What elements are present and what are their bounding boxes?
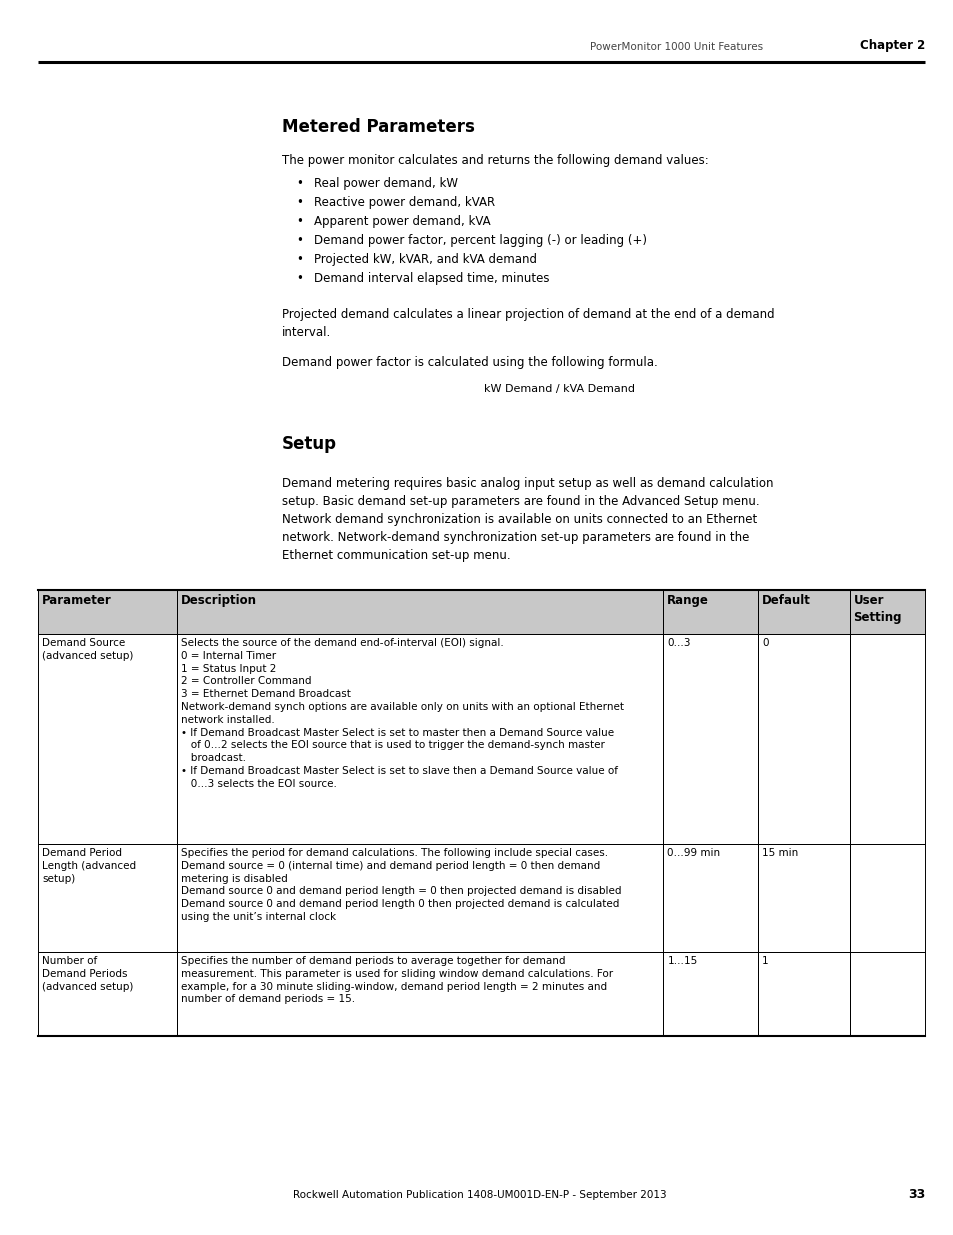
Text: •: • <box>296 253 303 266</box>
Text: •: • <box>296 233 303 247</box>
Bar <box>758 634 849 844</box>
Bar <box>38 952 177 1036</box>
Bar <box>758 844 849 952</box>
Text: 0…3: 0…3 <box>667 638 690 648</box>
Bar <box>38 634 177 844</box>
Bar <box>849 844 924 952</box>
Text: Setup: Setup <box>282 435 336 453</box>
Bar <box>849 952 924 1036</box>
Bar <box>849 634 924 844</box>
Text: Default: Default <box>761 594 810 606</box>
Bar <box>177 634 662 844</box>
Text: Parameter: Parameter <box>42 594 112 606</box>
Text: Demand Period
Length (advanced
setup): Demand Period Length (advanced setup) <box>42 848 136 883</box>
Bar <box>662 590 758 634</box>
Text: •: • <box>296 272 303 285</box>
Bar <box>849 590 924 634</box>
Bar <box>662 634 758 844</box>
Bar <box>177 634 662 844</box>
Text: User
Setting: User Setting <box>853 594 902 624</box>
Text: Projected demand calculates a linear projection of demand at the end of a demand: Projected demand calculates a linear pro… <box>282 308 774 338</box>
Text: kW Demand / kVA Demand: kW Demand / kVA Demand <box>484 384 635 394</box>
Text: Projected kW, kVAR, and kVA demand: Projected kW, kVAR, and kVA demand <box>314 253 537 266</box>
Bar <box>849 952 924 1036</box>
Text: Reactive power demand, kVAR: Reactive power demand, kVAR <box>314 196 495 209</box>
Text: 0: 0 <box>761 638 768 648</box>
Bar <box>38 952 177 1036</box>
Text: Demand metering requires basic analog input setup as well as demand calculation
: Demand metering requires basic analog in… <box>282 477 773 562</box>
Bar <box>38 590 177 634</box>
Text: Demand power factor is calculated using the following formula.: Demand power factor is calculated using … <box>282 356 657 369</box>
Bar <box>177 844 662 952</box>
Bar <box>849 590 924 634</box>
Text: Rockwell Automation Publication 1408-UM001D-EN-P - September 2013: Rockwell Automation Publication 1408-UM0… <box>293 1191 666 1200</box>
Bar <box>177 844 662 952</box>
Bar <box>662 634 758 844</box>
Text: PowerMonitor 1000 Unit Features: PowerMonitor 1000 Unit Features <box>589 42 762 52</box>
Text: 33: 33 <box>907 1188 924 1202</box>
Bar <box>849 844 924 952</box>
Text: Demand power factor, percent lagging (-) or leading (+): Demand power factor, percent lagging (-)… <box>314 233 646 247</box>
Text: 0…99 min: 0…99 min <box>667 848 720 858</box>
Bar <box>758 590 849 634</box>
Text: Chapter 2: Chapter 2 <box>859 40 924 52</box>
Bar <box>662 844 758 952</box>
Bar <box>662 952 758 1036</box>
Text: •: • <box>296 177 303 190</box>
Bar <box>177 590 662 634</box>
Text: •: • <box>296 196 303 209</box>
Text: The power monitor calculates and returns the following demand values:: The power monitor calculates and returns… <box>282 154 708 167</box>
Bar <box>662 844 758 952</box>
Text: Specifies the number of demand periods to average together for demand
measuremen: Specifies the number of demand periods t… <box>181 956 613 1004</box>
Text: Number of
Demand Periods
(advanced setup): Number of Demand Periods (advanced setup… <box>42 956 133 992</box>
Text: Selects the source of the demand end-of-interval (EOI) signal.
0 = Internal Time: Selects the source of the demand end-of-… <box>181 638 623 789</box>
Text: 15 min: 15 min <box>761 848 798 858</box>
Text: Apparent power demand, kVA: Apparent power demand, kVA <box>314 215 490 228</box>
Bar <box>177 952 662 1036</box>
Text: 1…15: 1…15 <box>667 956 697 966</box>
Bar <box>662 952 758 1036</box>
Bar <box>177 590 662 634</box>
Text: 1: 1 <box>761 956 768 966</box>
Bar <box>758 952 849 1036</box>
Bar <box>849 634 924 844</box>
Text: Specifies the period for demand calculations. The following include special case: Specifies the period for demand calculat… <box>181 848 621 923</box>
Text: Demand interval elapsed time, minutes: Demand interval elapsed time, minutes <box>314 272 549 285</box>
Text: Real power demand, kW: Real power demand, kW <box>314 177 457 190</box>
Text: Description: Description <box>181 594 257 606</box>
Bar <box>662 590 758 634</box>
Bar <box>758 844 849 952</box>
Bar <box>38 634 177 844</box>
Bar <box>758 952 849 1036</box>
Bar <box>38 844 177 952</box>
Bar <box>758 634 849 844</box>
Text: Demand Source
(advanced setup): Demand Source (advanced setup) <box>42 638 133 661</box>
Text: •: • <box>296 215 303 228</box>
Text: Metered Parameters: Metered Parameters <box>282 119 475 136</box>
Bar <box>758 590 849 634</box>
Bar <box>177 952 662 1036</box>
Text: Range: Range <box>667 594 708 606</box>
Bar <box>38 590 177 634</box>
Bar <box>38 844 177 952</box>
